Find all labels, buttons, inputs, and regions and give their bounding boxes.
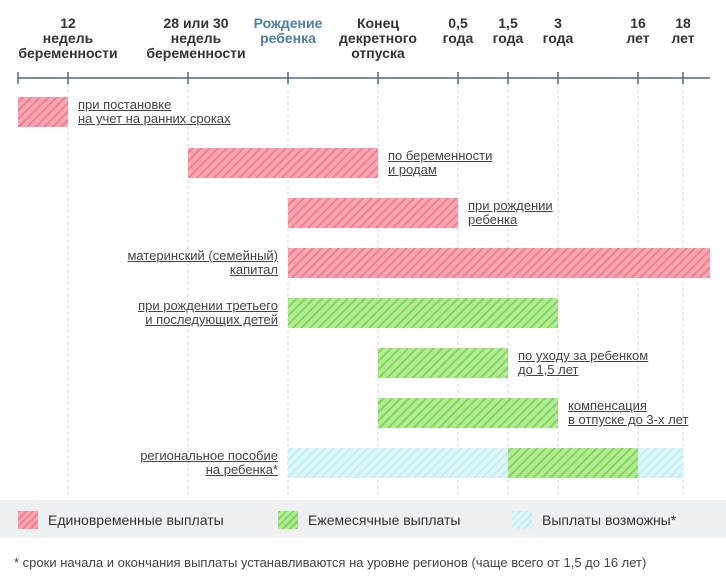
header-h16: 16 лет [626,15,650,46]
monthly-swatch [278,511,298,529]
bar-regional-allowance-typical [508,448,638,478]
legend: Единовременные выплаты Ежемесячные выпла… [0,500,726,538]
bar-compensation-3 [378,398,558,428]
bar-third-child [288,298,558,328]
header-hbirth: Рождение ребенка [253,15,323,46]
header-h12w: 12 недель беременности [18,15,118,61]
footnote: * сроки начала и окончания выплаты устан… [14,555,647,570]
label-at-birth[interactable]: при рождении ребенка [468,198,553,227]
bar-maternity-capital [288,248,710,278]
one-time-swatch [18,511,38,529]
legend-one-time-label: Единовременные выплаты [48,512,224,528]
bar-at-birth [288,198,458,228]
header-hleave: Конец декретного отпуска [339,15,417,61]
timeline-diagram [17,72,710,495]
label-third-child[interactable]: при рождении третьего и последующих дете… [138,298,278,327]
label-compensation-3[interactable]: компенсация в отпуске до 3-х лет [568,398,689,427]
label-pregnancy-birth[interactable]: по беременности и родам [388,148,493,177]
legend-possible: Выплаты возможны* [512,510,676,530]
header-h28w: 28 или 30 недель беременности [146,15,246,61]
label-maternity-capital[interactable]: материнский (семейный) капитал [127,248,278,277]
legend-monthly-label: Ежемесячные выплаты [308,512,461,528]
legend-monthly: Ежемесячные выплаты [278,510,460,530]
header-h18: 18 лет [671,15,695,46]
bar-childcare-15 [378,348,508,378]
legend-one-time: Единовременные выплаты [18,510,224,530]
bar-pregnancy-birth [188,148,378,178]
legend-possible-label: Выплаты возможны* [542,512,677,528]
label-childcare-15[interactable]: по уходу за ребенком до 1,5 лет [518,348,649,377]
bar-early-registration [18,97,68,127]
label-early-registration[interactable]: при постановке на учет на ранних сроках [78,97,231,126]
header-h15: 1,5 года [492,15,524,46]
label-regional-allowance[interactable]: региональное пособие на ребенка* [140,448,278,477]
header-h3: 3 года [542,15,574,46]
possible-swatch [512,511,532,529]
header-h05: 0,5 года [442,15,474,46]
